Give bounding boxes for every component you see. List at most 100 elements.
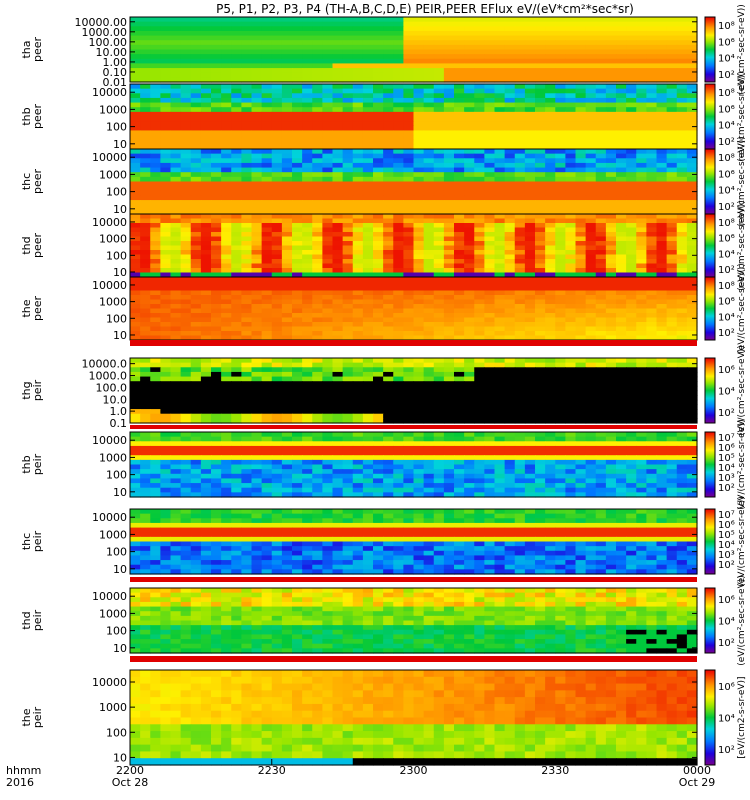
heatmap-cell: [514, 139, 526, 145]
heatmap-cell: [140, 299, 151, 305]
heatmap-cell: [686, 395, 698, 401]
heatmap-cell: [605, 153, 617, 159]
heatmap-cell: [413, 107, 425, 113]
heatmap-cell: [686, 385, 698, 392]
heatmap-cell: [494, 214, 506, 220]
heatmap-cell: [504, 26, 516, 32]
heatmap-cell: [190, 322, 202, 328]
heatmap-cell: [271, 399, 283, 406]
heatmap-cell: [211, 277, 222, 283]
heatmap-cell: [443, 335, 455, 341]
heatmap-cell: [514, 404, 526, 410]
heatmap-cell: [646, 399, 658, 406]
heatmap-cell: [524, 404, 536, 410]
heatmap-cell: [261, 232, 273, 238]
heatmap-cell: [464, 44, 475, 51]
heatmap-cell: [200, 295, 212, 301]
heatmap-cell: [494, 385, 506, 392]
heatmap-cell: [484, 277, 496, 283]
heatmap-cell: [575, 436, 587, 442]
heatmap-cell: [231, 44, 242, 51]
heatmap-cell: [373, 72, 384, 78]
heatmap-cell: [383, 214, 394, 220]
heatmap-cell: [595, 116, 607, 122]
heatmap-cell: [464, 376, 475, 382]
heatmap-cell: [666, 162, 678, 169]
heatmap-cell: [636, 149, 647, 155]
y-tick-label: 10: [113, 266, 127, 279]
heatmap-cell: [676, 376, 688, 382]
heatmap-cell: [170, 331, 182, 337]
heatmap-cell: [200, 227, 212, 233]
heatmap-cell: [170, 35, 182, 41]
heatmap-cell: [373, 286, 384, 292]
heatmap-cell: [180, 97, 192, 104]
heatmap-cell: [646, 176, 658, 183]
heatmap-cell: [433, 116, 445, 122]
heatmap-cell: [585, 236, 597, 242]
heatmap-cell: [686, 158, 698, 164]
heatmap-cell: [302, 130, 313, 136]
heatmap-cell: [666, 77, 678, 83]
heatmap-cell: [251, 209, 263, 215]
heatmap-cell: [565, 44, 577, 51]
heatmap-cell: [636, 263, 647, 269]
heatmap-cell: [140, 232, 151, 238]
heatmap-cell: [231, 268, 242, 274]
heatmap-cell: [484, 385, 496, 392]
heatmap-cell: [261, 245, 273, 251]
heatmap-cell: [403, 84, 415, 90]
heatmap-cell: [514, 200, 526, 206]
heatmap-cell: [302, 286, 313, 292]
heatmap-cell: [524, 299, 536, 305]
heatmap-cell: [676, 135, 688, 141]
heatmap-cell: [464, 304, 475, 310]
heatmap-cell: [261, 272, 273, 278]
heatmap-cell: [464, 218, 475, 224]
heatmap-cell: [484, 322, 496, 328]
heatmap-cell: [646, 21, 658, 27]
heatmap-cell: [626, 153, 637, 159]
heatmap-cell: [524, 35, 536, 41]
heatmap-cell: [211, 77, 222, 83]
heatmap-cell: [261, 268, 273, 274]
heatmap-cell: [605, 381, 617, 387]
heatmap-cell: [271, 68, 283, 74]
heatmap-cell: [251, 190, 263, 197]
heatmap-cell: [393, 21, 404, 27]
heatmap-cell: [646, 181, 658, 187]
heatmap-cell: [393, 281, 404, 287]
colorbar-tick-label: 10²: [718, 70, 735, 81]
heatmap-cell: [484, 290, 496, 296]
heatmap-cell: [393, 149, 404, 155]
heatmap-cell: [271, 376, 283, 382]
heatmap-cell: [403, 272, 415, 278]
heatmap-cell: [140, 290, 151, 296]
heatmap-cell: [605, 308, 617, 314]
heatmap-cell: [211, 295, 222, 301]
heatmap-cell: [474, 214, 485, 220]
heatmap-cell: [575, 44, 587, 51]
heatmap-cell: [443, 176, 455, 183]
heatmap-cell: [362, 441, 374, 447]
heatmap-cell: [403, 40, 415, 46]
heatmap-cell: [464, 40, 475, 46]
heatmap-cell: [150, 88, 161, 94]
heatmap-cell: [656, 167, 668, 173]
heatmap-cell: [221, 331, 232, 337]
heatmap-cell: [535, 190, 546, 197]
heatmap-cell: [130, 223, 141, 229]
heatmap-cell: [190, 399, 202, 406]
heatmap-cell: [130, 111, 141, 118]
heatmap-cell: [383, 436, 394, 442]
heatmap-cell: [281, 176, 293, 183]
heatmap-cell: [545, 281, 556, 287]
heatmap-cell: [413, 322, 425, 328]
heatmap-cell: [312, 286, 323, 292]
heatmap-cell: [312, 153, 323, 159]
heatmap-cell: [190, 290, 202, 296]
heatmap-cell: [140, 385, 151, 392]
heatmap-cell: [504, 250, 516, 256]
heatmap-cell: [271, 322, 283, 328]
heatmap-cell: [362, 54, 374, 60]
